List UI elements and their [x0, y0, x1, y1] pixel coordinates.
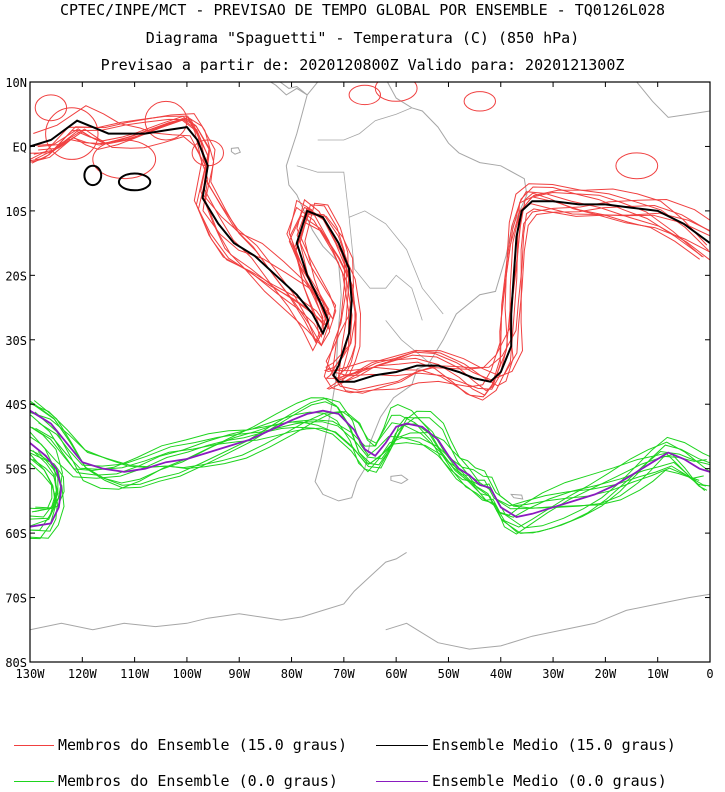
ensemble-member-line-0-9 — [33, 105, 710, 383]
ensemble-member-blob-1 — [92, 139, 157, 180]
x-tick-label: 0 — [706, 667, 713, 681]
antarctic-peninsula-coast-icon — [30, 551, 407, 631]
ensemble-member-line-1-2 — [34, 411, 706, 535]
ensemble-means-layer — [30, 119, 710, 528]
chart-title-line-3: Previsao a partir de: 2020120800Z Valido… — [100, 56, 625, 74]
ensemble-member-blob-5 — [374, 82, 418, 102]
falklands-coast-icon — [390, 474, 409, 485]
ensemble-member-line-0-4 — [37, 128, 710, 381]
chart-title-line-2: Diagrama "Spaguetti" - Temperatura (C) (… — [145, 29, 580, 47]
ensemble-mean-15-line-0 — [30, 119, 710, 383]
ensemble-member-line-2-1 — [30, 426, 63, 527]
ensemble-members-layer — [30, 82, 710, 540]
legend-swatch-members-15 — [14, 745, 54, 746]
ensemble-member-line-0-1 — [33, 117, 710, 391]
ensemble-member-line-0-10 — [30, 119, 703, 392]
x-tick-label: 60W — [385, 667, 407, 681]
south-georgia-coast-icon — [510, 493, 524, 500]
ensemble-member-line-0-3 — [33, 115, 709, 390]
legend-swatch-mean-0 — [376, 781, 428, 782]
ensemble-mean-0-line-1 — [30, 409, 710, 518]
ensemble-member-line-0-0 — [30, 117, 710, 401]
x-tick-label: 100W — [172, 667, 202, 681]
legend-label-members-0: Membros do Ensemble (0.0 graus) — [58, 772, 338, 790]
y-tick-label: EQ — [13, 140, 27, 154]
ensemble-member-line-0-6 — [34, 113, 708, 387]
y-tick-label: 10S — [5, 205, 27, 219]
country-border-2 — [317, 107, 412, 141]
legend-label-mean-15: Ensemble Medio (15.0 graus) — [432, 736, 676, 754]
ensemble-mean-15-blob-0 — [83, 164, 103, 187]
y-tick-label: 50S — [5, 463, 27, 477]
ensemble-member-line-1-4 — [30, 411, 708, 518]
x-tick-label: 20W — [595, 667, 617, 681]
ensemble-member-line-0-8 — [30, 119, 700, 394]
ensemble-member-line-1-8 — [30, 397, 707, 507]
ensemble-member-line-1-9 — [30, 403, 700, 516]
ensemble-member-blob-8 — [463, 91, 496, 112]
x-tick-label: 130W — [16, 667, 46, 681]
x-tick-label: 110W — [120, 667, 150, 681]
ensemble-member-line-0-7 — [31, 118, 710, 398]
y-tick-label: 40S — [5, 398, 27, 412]
ensemble-member-blob-0 — [45, 107, 99, 160]
x-tick-label: 80W — [281, 667, 303, 681]
ensemble-mean-15-blob-1 — [117, 172, 152, 192]
ensemble-member-line-1-10 — [30, 423, 710, 534]
ensemble-member-line-1-5 — [38, 410, 710, 529]
axes-layer: 130W 120W 110W 100W 90W 80W 70W 60W 50W 40W 30W 20W… — [5, 76, 713, 681]
x-tick-label: 120W — [68, 667, 98, 681]
y-tick-label: 20S — [5, 269, 27, 283]
y-tick-label: 30S — [5, 334, 27, 348]
ensemble-member-line-0-2 — [38, 117, 710, 394]
x-tick-label: 10W — [647, 667, 669, 681]
plot-frame — [29, 81, 711, 663]
x-tick-label: 50W — [438, 667, 460, 681]
ensemble-member-blob-6 — [348, 84, 381, 106]
ensemble-member-line-2-4 — [30, 462, 58, 532]
ensemble-member-line-2-8 — [30, 431, 58, 531]
legend-swatch-mean-15 — [376, 745, 428, 746]
ensemble-mean-0-line-2 — [30, 442, 63, 528]
country-border-0 — [296, 165, 444, 315]
legend-label-mean-0: Ensemble Medio (0.0 graus) — [432, 772, 667, 790]
chart-title-line-1: CPTEC/INPE/MCT - PREVISAO DE TEMPO GLOBA… — [59, 1, 666, 19]
ensemble-member-line-2-10 — [30, 449, 59, 513]
antarctic-coast-icon — [385, 593, 710, 650]
central-america-coast-icon — [269, 82, 308, 96]
ensemble-member-blob-2 — [144, 100, 188, 141]
y-tick-label: 70S — [5, 592, 27, 606]
ensemble-member-line-1-3 — [30, 402, 710, 528]
x-tick-label: 30W — [542, 667, 564, 681]
y-tick-label: 60S — [5, 527, 27, 541]
country-border-1 — [348, 217, 423, 321]
ensemble-member-line-0-5 — [30, 115, 704, 396]
coastline-layer — [30, 82, 710, 650]
x-tick-label: 90W — [228, 667, 250, 681]
country-border-3 — [385, 320, 434, 366]
y-tick-label: 80S — [5, 656, 27, 670]
africa-coast-icon — [636, 82, 710, 118]
y-tick-label: 10N — [5, 76, 27, 90]
caribbean-coast-icon — [279, 82, 308, 96]
x-tick-label: 70W — [333, 667, 355, 681]
x-tick-label: 40W — [490, 667, 512, 681]
galapagos-coast-icon — [230, 147, 241, 155]
ensemble-member-line-2-9 — [30, 452, 65, 512]
ensemble-member-blob-4 — [34, 94, 68, 122]
legend-label-members-15: Membros do Ensemble (15.0 graus) — [58, 736, 347, 754]
legend-swatch-members-0 — [14, 781, 54, 782]
ensemble-member-blob-7 — [615, 152, 659, 180]
